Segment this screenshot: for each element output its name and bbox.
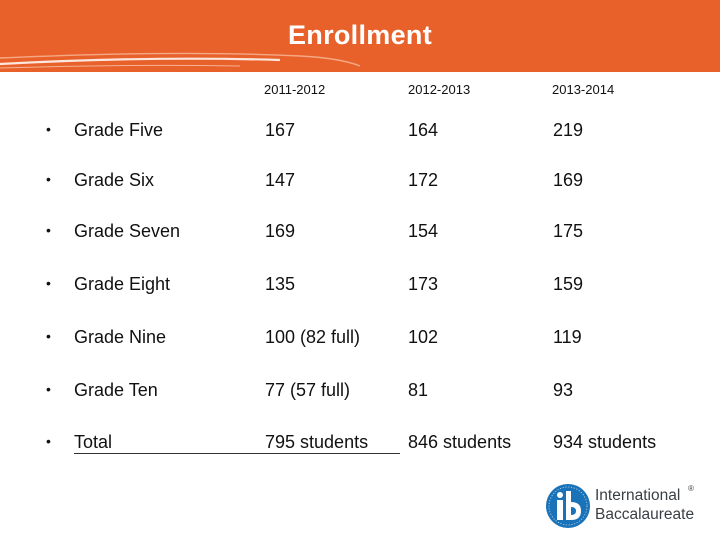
cell-grade-six-2011: 147 xyxy=(265,170,296,190)
bullet: • xyxy=(46,275,51,291)
row-label-grade-six: • Grade Six xyxy=(46,170,154,191)
ib-logo: International Baccalaureate ® xyxy=(545,482,715,532)
row-label-grade-five: • Grade Five xyxy=(46,120,163,141)
registered-mark: ® xyxy=(688,484,694,493)
ib-logo-text: International Baccalaureate xyxy=(595,486,694,524)
cell-grade-seven-2012: 154 xyxy=(408,221,439,241)
column-header-2012-2013: 2012-2013 xyxy=(408,82,471,97)
row-label-grade-nine: • Grade Nine xyxy=(46,327,166,348)
cell-grade-eight-2013: 159 xyxy=(553,274,584,294)
cell-grade-nine-2013: 119 xyxy=(553,327,582,347)
cell-grade-five-2012: 164 xyxy=(408,120,439,140)
cell-grade-ten-2011: 77 (57 full) xyxy=(265,380,351,400)
cell-grade-eight-2012: 173 xyxy=(408,274,439,294)
row-label-text: Grade Nine xyxy=(74,327,167,347)
cell-grade-six-2012: 172 xyxy=(408,170,439,190)
bullet: • xyxy=(46,121,51,137)
bullet: • xyxy=(46,171,51,187)
cell-grade-nine-2011: 100 (82 full) xyxy=(265,327,361,347)
cell-grade-five-2011: 167 xyxy=(265,120,296,140)
row-label-text: Grade Eight xyxy=(74,274,171,294)
cell-grade-seven-2013: 175 xyxy=(553,221,584,241)
row-label-text: Total xyxy=(74,432,113,452)
bullet: • xyxy=(46,433,51,449)
cell-total-2011: 795 students xyxy=(265,432,369,452)
bullet: • xyxy=(46,381,51,397)
cell-total-2013: 934 students xyxy=(553,432,657,452)
row-label-text: Grade Seven xyxy=(74,221,181,241)
row-label-grade-ten: • Grade Ten xyxy=(46,380,158,401)
slide-title: Enrollment xyxy=(287,20,432,50)
banner-swoosh-decoration xyxy=(0,52,361,69)
total-underline xyxy=(74,453,400,454)
row-label-text: Grade Six xyxy=(74,170,155,190)
row-label-total: • Total xyxy=(46,432,112,453)
title-banner: Enrollment xyxy=(0,0,720,72)
cell-grade-six-2013: 169 xyxy=(553,170,584,190)
ib-logo-line1: International xyxy=(595,487,681,504)
row-label-text: Grade Five xyxy=(74,120,164,140)
column-header-2011-2012: 2011-2012 xyxy=(264,82,326,97)
row-label-grade-seven: • Grade Seven xyxy=(46,221,180,242)
row-label-grade-eight: • Grade Eight xyxy=(46,274,170,295)
row-label-text: Grade Ten xyxy=(74,380,158,400)
bullet: • xyxy=(46,328,51,344)
cell-grade-nine-2012: 102 xyxy=(408,327,439,347)
column-header-2013-2014: 2013-2014 xyxy=(552,82,615,97)
cell-grade-ten-2012: 81 xyxy=(408,380,429,400)
ib-logo-icon xyxy=(546,484,590,528)
cell-grade-ten-2013: 93 xyxy=(553,380,574,400)
ib-logo-line2: Baccalaureate xyxy=(595,506,695,523)
bullet: • xyxy=(46,222,51,238)
cell-grade-eight-2011: 135 xyxy=(265,274,296,294)
cell-grade-seven-2011: 169 xyxy=(265,221,296,241)
cell-total-2012: 846 students xyxy=(408,432,512,452)
cell-grade-five-2013: 219 xyxy=(553,120,584,140)
